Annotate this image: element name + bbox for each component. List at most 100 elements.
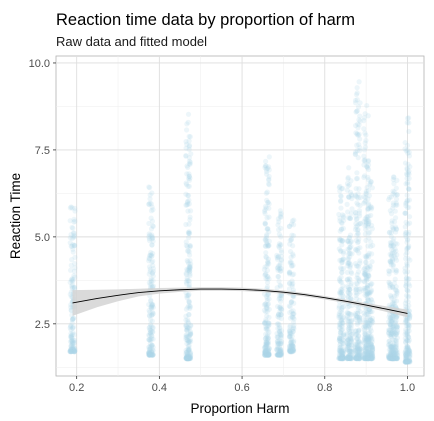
data-point [365, 355, 371, 361]
data-point [403, 326, 409, 333]
data-point [393, 226, 399, 232]
data-point [339, 310, 345, 316]
data-point [339, 355, 345, 362]
data-point [364, 291, 370, 297]
data-point [262, 271, 269, 278]
data-point [186, 264, 193, 270]
data-point [391, 174, 397, 180]
data-point [347, 239, 354, 245]
data-point [404, 245, 410, 251]
data-point [405, 181, 411, 187]
data-point [347, 349, 353, 355]
data-point [265, 335, 271, 341]
data-point [291, 271, 297, 277]
data-point [289, 343, 296, 349]
data-point [186, 267, 193, 273]
data-point [405, 323, 411, 329]
data-point [146, 307, 152, 314]
data-point [390, 285, 396, 291]
data-point [147, 252, 153, 259]
data-point [278, 311, 284, 318]
data-point [404, 359, 410, 365]
data-point [278, 349, 285, 355]
data-point [184, 257, 190, 264]
data-point [150, 311, 156, 317]
data-point [186, 355, 192, 361]
data-point [345, 321, 351, 327]
data-point [264, 349, 270, 356]
data-point [389, 347, 395, 353]
data-point [369, 309, 375, 315]
data-point [391, 236, 397, 242]
data-point [149, 204, 155, 210]
data-point [369, 353, 375, 359]
data-point [393, 350, 399, 356]
data-point [388, 243, 395, 249]
data-point [347, 245, 353, 251]
data-point [147, 352, 153, 358]
confidence-band [72, 287, 408, 318]
data-point [69, 338, 75, 344]
data-point [345, 263, 351, 269]
data-point [339, 354, 345, 360]
data-point [355, 348, 361, 354]
data-point [356, 352, 363, 358]
data-point [149, 236, 155, 242]
data-point [393, 348, 399, 354]
data-point [354, 321, 361, 327]
data-point [368, 333, 374, 339]
data-point [405, 348, 411, 355]
data-point [393, 329, 399, 336]
data-point [277, 268, 283, 274]
data-point [406, 303, 412, 309]
data-point [356, 79, 362, 85]
data-point [68, 293, 74, 300]
data-point [405, 115, 411, 121]
data-point [184, 244, 191, 250]
data-point [346, 315, 352, 321]
data-point [275, 265, 281, 271]
data-point [265, 243, 271, 249]
data-point [147, 351, 153, 357]
data-point [290, 287, 297, 293]
data-point [187, 303, 193, 309]
data-point [289, 218, 296, 224]
data-point [366, 307, 372, 313]
data-point [262, 349, 268, 355]
data-point [362, 323, 368, 330]
data-point [387, 354, 393, 360]
data-point [365, 273, 372, 279]
data-point [184, 327, 190, 333]
data-point [277, 330, 283, 337]
data-point [277, 344, 283, 350]
data-point [146, 350, 152, 356]
data-point [277, 341, 284, 347]
data-point [262, 221, 268, 227]
data-point [368, 288, 374, 294]
data-point [287, 348, 293, 354]
data-point [263, 243, 269, 249]
data-point [406, 349, 412, 355]
data-point [388, 349, 395, 356]
data-point [340, 353, 346, 360]
data-point [265, 341, 271, 347]
data-point [361, 279, 368, 285]
data-point [386, 327, 392, 333]
data-point [184, 355, 190, 362]
data-point [266, 351, 272, 357]
data-point [147, 327, 153, 333]
data-point [369, 351, 375, 358]
data-point [403, 347, 409, 354]
data-point [363, 226, 369, 233]
data-point [69, 316, 76, 322]
data-point [275, 263, 282, 269]
data-point [388, 240, 394, 246]
data-point [184, 333, 190, 339]
data-point [186, 355, 192, 361]
data-point [346, 284, 352, 291]
data-point [365, 355, 371, 361]
data-point [184, 248, 191, 254]
data-point [394, 252, 400, 258]
data-point [391, 174, 397, 180]
data-point [344, 340, 350, 346]
